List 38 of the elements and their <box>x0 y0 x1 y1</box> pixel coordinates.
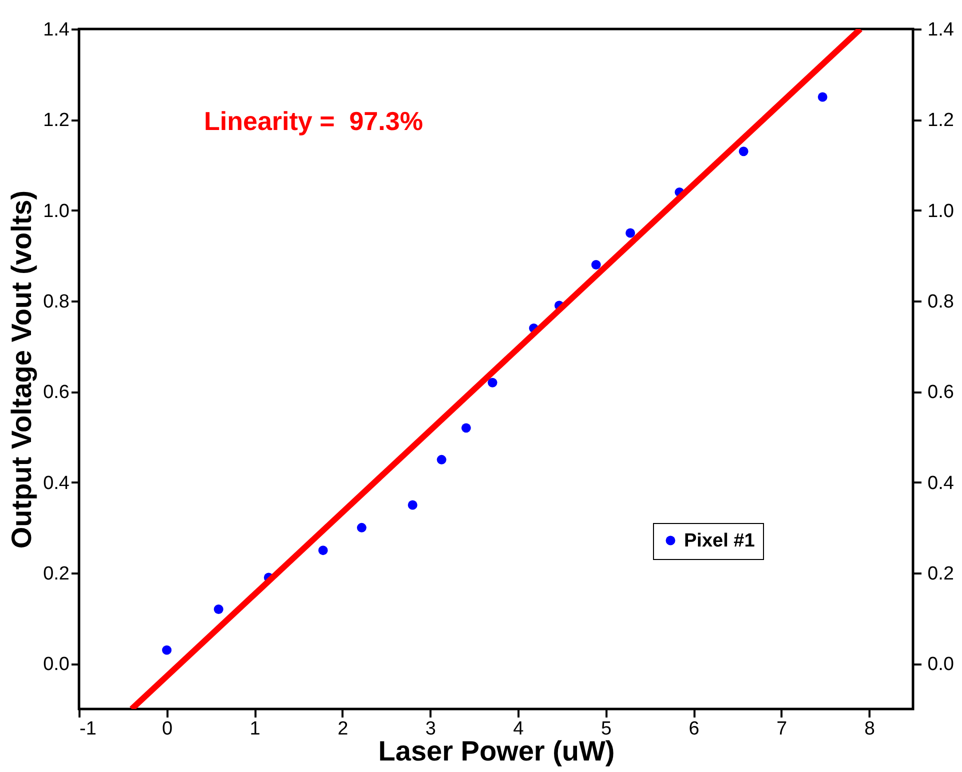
y-tick-label: 1.4 <box>43 20 70 40</box>
point <box>626 228 636 238</box>
legend-label: Pixel #1 <box>684 530 756 552</box>
point <box>356 522 366 532</box>
y2-tick-label: 0.2 <box>928 564 954 584</box>
x-tick-label: -1 <box>80 718 96 740</box>
point <box>408 500 418 510</box>
x-tick-label: 6 <box>688 718 700 740</box>
y2-tick-label: 0.4 <box>928 472 954 494</box>
y-tick-label: 0.8 <box>43 292 70 312</box>
y2-tick-label: 0.6 <box>928 382 954 404</box>
x-tick-label: 2 <box>338 718 348 740</box>
x-tick-label: 8 <box>864 718 875 740</box>
point <box>738 146 748 156</box>
y2-tick-label: 0.8 <box>928 292 954 312</box>
y-tick-label: 0.2 <box>43 564 70 584</box>
point <box>591 260 601 270</box>
y-tick-label: 0.4 <box>43 472 70 494</box>
y2-tick-label: 0.0 <box>928 654 954 676</box>
point <box>162 645 172 655</box>
y-tick-label: 1.2 <box>43 110 70 132</box>
point <box>318 546 328 556</box>
x-tick-label: 0 <box>162 718 173 740</box>
point <box>461 423 471 433</box>
point <box>214 604 224 614</box>
x-tick-label: 7 <box>776 718 788 740</box>
point <box>436 454 446 464</box>
y-axis-title: Output Voltage Vout (volts) <box>6 190 38 549</box>
point <box>488 378 498 388</box>
x-tick-label: 1 <box>250 718 260 740</box>
y2-tick-label: 1.0 <box>928 200 954 222</box>
point <box>818 92 828 102</box>
y-tick-label: 0.0 <box>43 654 70 676</box>
y2-tick-label: 1.2 <box>928 110 954 132</box>
y2-tick-label: 1.4 <box>928 20 954 40</box>
y-tick-label: 0.6 <box>43 382 70 404</box>
y-tick-label: 1.0 <box>43 200 70 222</box>
annotation: Linearity = 97.3% <box>204 106 423 136</box>
